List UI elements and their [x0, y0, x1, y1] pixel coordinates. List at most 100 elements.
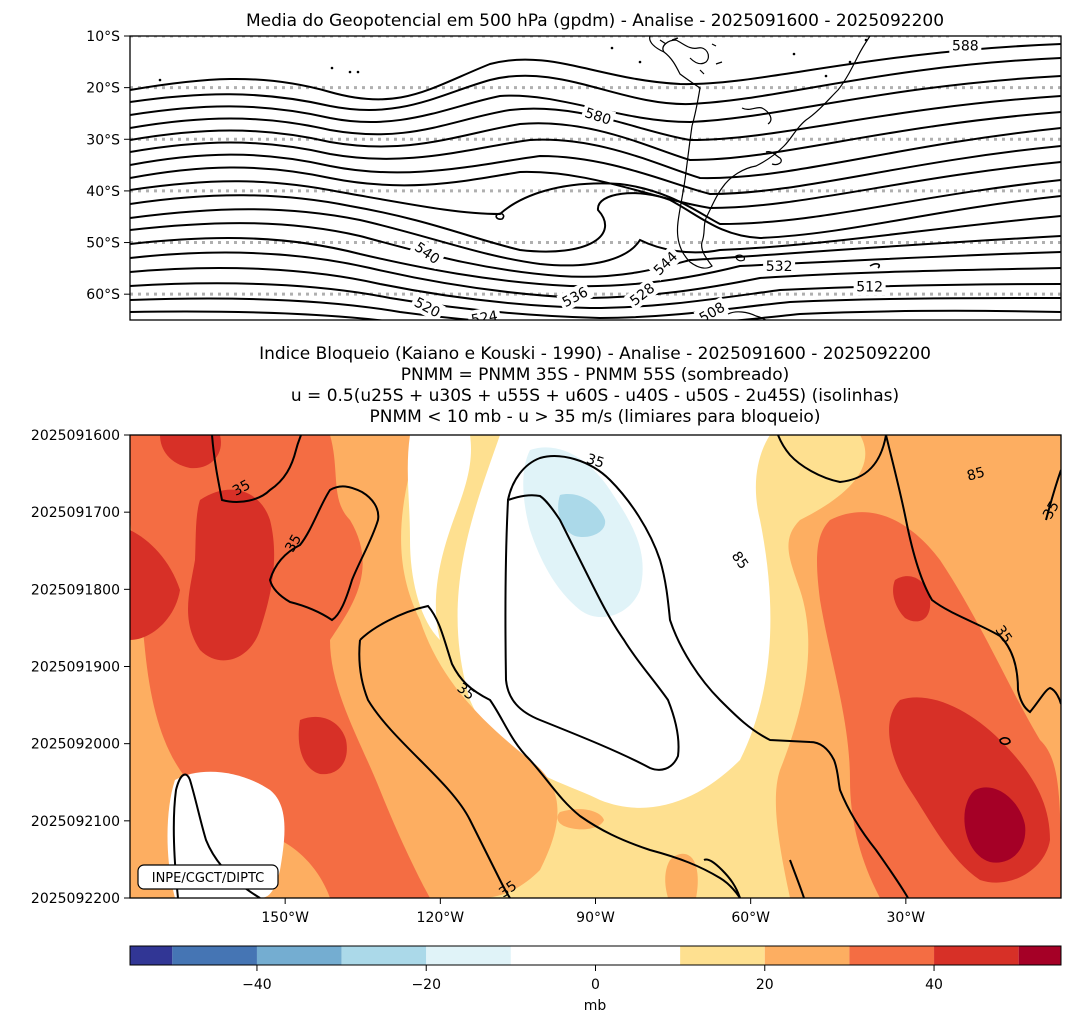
coastline-detail	[741, 106, 772, 125]
island	[727, 311, 767, 320]
island-dot	[356, 70, 360, 74]
colorbar-segment	[510, 946, 681, 965]
isoline-label-text: 35	[1040, 499, 1063, 522]
isoline-label-text: 85	[965, 465, 986, 485]
colorbar-segment	[256, 946, 342, 965]
contour-label-bg	[647, 245, 684, 281]
island-dot	[848, 60, 852, 64]
u-isolines	[172, 435, 1061, 898]
contour-line	[130, 161, 1061, 210]
colorbar-tick-label: 0	[591, 977, 600, 993]
colorbar-tick-label: 20	[756, 977, 774, 993]
y-tick-label: 2025091900	[31, 660, 120, 676]
y-tick-label: 60°S	[86, 287, 120, 303]
island-dot	[158, 78, 162, 82]
contour-label-bg	[580, 102, 617, 130]
coastline-detail	[662, 39, 710, 65]
contour-label-bg	[693, 296, 731, 320]
isoline-label: 85	[965, 465, 986, 485]
isoline	[268, 485, 380, 622]
island-dot	[864, 38, 868, 42]
contour-line	[130, 192, 1061, 253]
contour-line	[130, 222, 1061, 278]
x-tick-label: 30°W	[886, 910, 925, 926]
geopotential-contours	[130, 43, 1061, 320]
island	[735, 254, 745, 262]
colorbar-tick-label: −40	[242, 977, 272, 993]
island-dot	[638, 60, 642, 64]
contour-line	[130, 179, 1061, 226]
isoline	[789, 859, 805, 898]
isoline	[504, 494, 680, 771]
bottom-title-line: u = 0.5(u25S + u30S + u55S + u60S - u40S…	[291, 386, 899, 406]
isoline	[507, 455, 909, 898]
longitude-tick-labels: 150°W 120°W 90°W 60°W 30°W	[261, 898, 925, 926]
y-tick-label: 20°S	[86, 81, 120, 97]
date-tick-labels: 2025091600 2025091700 2025091800 2025091900…	[31, 428, 130, 907]
bottom-title-line: PNMM = PNMM 35S - PNMM 55S (sombreado)	[401, 365, 790, 385]
shade-positive-20	[665, 853, 698, 898]
contour-line	[130, 282, 1061, 320]
latitude-tick-labels: 10°S 20°S 30°S 40°S 50°S 60°S	[86, 29, 130, 303]
bottom-title-line: PNMM < 10 mb - u > 35 m/s (limiares para…	[370, 407, 821, 427]
contour-label-bg	[853, 277, 886, 296]
contour-label-bg	[409, 236, 446, 270]
shade-positive-40	[160, 435, 221, 469]
x-tick-label: 120°W	[417, 910, 465, 926]
credit-box-background	[137, 864, 279, 890]
contour-label-bg	[556, 281, 594, 313]
coastline-detail	[765, 151, 782, 166]
isoline	[885, 435, 1061, 714]
y-tick-label: 30°S	[86, 132, 120, 148]
y-tick-label: 2025092200	[31, 891, 120, 907]
isoline-label-text: 35	[230, 477, 253, 499]
isoline-label: 35	[584, 451, 606, 472]
isoline	[172, 773, 261, 898]
contour-label-bg	[409, 291, 446, 320]
island-dot	[610, 46, 614, 50]
contour-line	[130, 127, 1061, 180]
island	[659, 37, 723, 75]
contour-line	[130, 111, 1061, 162]
isoline	[999, 737, 1011, 745]
colorbar-segment	[849, 946, 935, 965]
y-tick-label: 10°S	[86, 29, 120, 45]
colorbar-segment	[764, 946, 850, 965]
isoline	[211, 435, 302, 503]
isoline-label: 35	[1040, 499, 1063, 522]
island-dot	[348, 70, 352, 74]
isoline-label-text: 35	[496, 878, 520, 901]
isoline-label: 35	[282, 532, 305, 555]
y-tick-label: 2025091800	[31, 582, 120, 598]
shade-positive-40	[188, 489, 275, 661]
contour-label-text: 512	[856, 279, 883, 295]
isoline-label-text: 35	[584, 451, 606, 472]
y-tick-label: 2025092100	[31, 814, 120, 830]
contour-line	[495, 212, 505, 220]
coastline-outline	[649, 36, 871, 269]
isoline	[1045, 469, 1061, 521]
colorbar-segment	[426, 946, 511, 965]
south-america-coastline	[649, 36, 871, 320]
isoline	[777, 435, 887, 484]
top-panel-title: Media do Geopotencial em 500 hPa (gpdm) …	[246, 11, 944, 31]
credit-box: INPE/CGCT/DIPTC	[137, 864, 279, 890]
colorbar-segment	[130, 946, 173, 965]
isoline	[703, 858, 741, 898]
shade-positive-50	[964, 787, 1026, 863]
isoline-label: 35	[230, 477, 253, 499]
colorbar-segment	[341, 946, 427, 965]
contour-line	[130, 237, 1061, 288]
shade-positive-40	[893, 576, 931, 622]
isoline	[359, 604, 741, 898]
contour-label-text: 524	[470, 308, 499, 328]
contour-label: 588	[949, 36, 982, 55]
colorbar-segment	[934, 946, 1019, 965]
contour-label-text: 588	[952, 38, 979, 54]
small-islands	[158, 38, 868, 82]
contour-line	[869, 263, 881, 269]
